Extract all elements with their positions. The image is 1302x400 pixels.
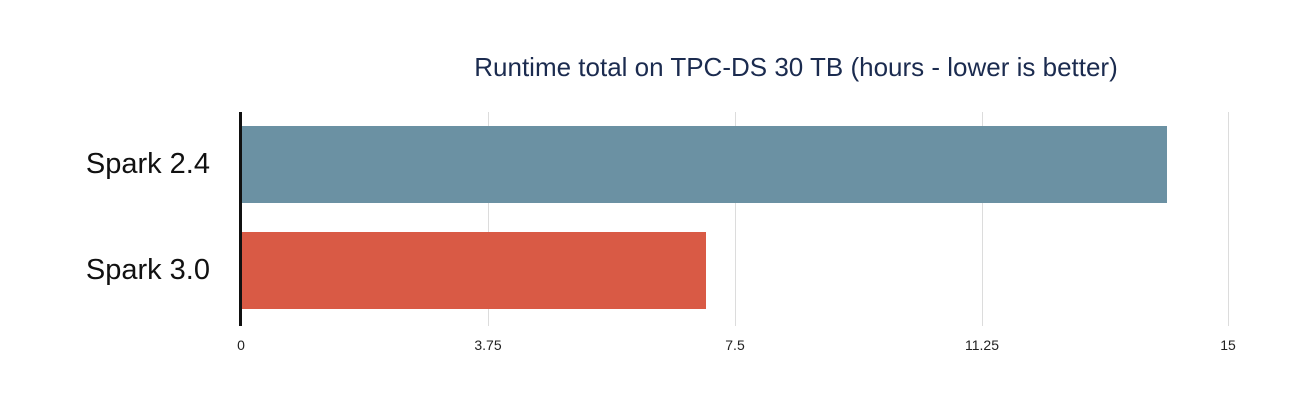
plot-area	[239, 112, 1229, 326]
gridline	[1228, 112, 1229, 326]
category-label: Spark 3.0	[85, 254, 210, 286]
gridline	[982, 112, 983, 326]
x-tick-label: 0	[237, 337, 245, 353]
chart-title: Runtime total on TPC-DS 30 TB (hours - l…	[474, 52, 1118, 82]
x-tick-label: 11.25	[965, 337, 999, 353]
category-label: Spark 2.4	[85, 148, 210, 180]
x-tick-label: 15	[1220, 337, 1236, 353]
x-tick-label: 3.75	[474, 337, 502, 353]
gridline	[488, 112, 489, 326]
x-tick-label: 7.5	[725, 337, 745, 353]
y-axis-line	[239, 112, 242, 326]
gridline	[735, 112, 736, 326]
bar-spark-2-4	[242, 126, 1168, 203]
bar-spark-3-0	[242, 232, 707, 309]
